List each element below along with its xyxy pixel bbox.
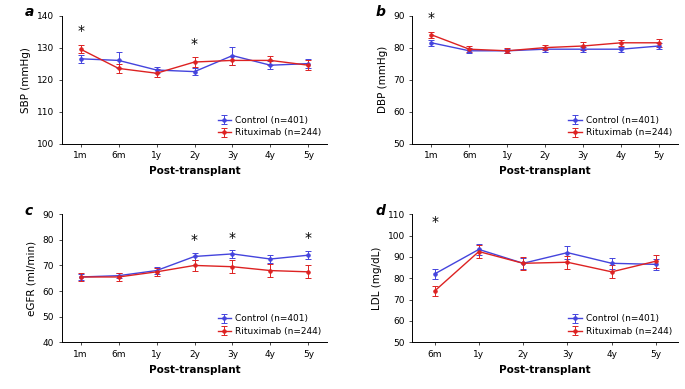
Text: b: b bbox=[375, 5, 385, 19]
Legend: Control (n=401), Rituximab (n=244): Control (n=401), Rituximab (n=244) bbox=[216, 313, 323, 338]
Text: d: d bbox=[375, 204, 385, 218]
Text: *: * bbox=[305, 231, 312, 245]
Text: *: * bbox=[191, 37, 198, 51]
Y-axis label: SBP (mmHg): SBP (mmHg) bbox=[21, 47, 32, 112]
Text: *: * bbox=[77, 24, 84, 38]
X-axis label: Post-transplant: Post-transplant bbox=[499, 364, 591, 375]
X-axis label: Post-transplant: Post-transplant bbox=[149, 166, 240, 176]
Text: *: * bbox=[191, 233, 198, 247]
Legend: Control (n=401), Rituximab (n=244): Control (n=401), Rituximab (n=244) bbox=[216, 114, 323, 139]
X-axis label: Post-transplant: Post-transplant bbox=[149, 364, 240, 375]
Text: *: * bbox=[431, 215, 438, 229]
Text: *: * bbox=[229, 231, 236, 245]
Text: c: c bbox=[25, 204, 33, 218]
X-axis label: Post-transplant: Post-transplant bbox=[499, 166, 591, 176]
Legend: Control (n=401), Rituximab (n=244): Control (n=401), Rituximab (n=244) bbox=[566, 114, 673, 139]
Y-axis label: DBP (mmHg): DBP (mmHg) bbox=[377, 46, 388, 113]
Legend: Control (n=401), Rituximab (n=244): Control (n=401), Rituximab (n=244) bbox=[566, 313, 673, 338]
Text: a: a bbox=[25, 5, 34, 19]
Text: *: * bbox=[428, 11, 435, 25]
Y-axis label: LDL (mg/dL): LDL (mg/dL) bbox=[372, 247, 382, 310]
Y-axis label: eGFR (ml/min): eGFR (ml/min) bbox=[27, 241, 37, 316]
